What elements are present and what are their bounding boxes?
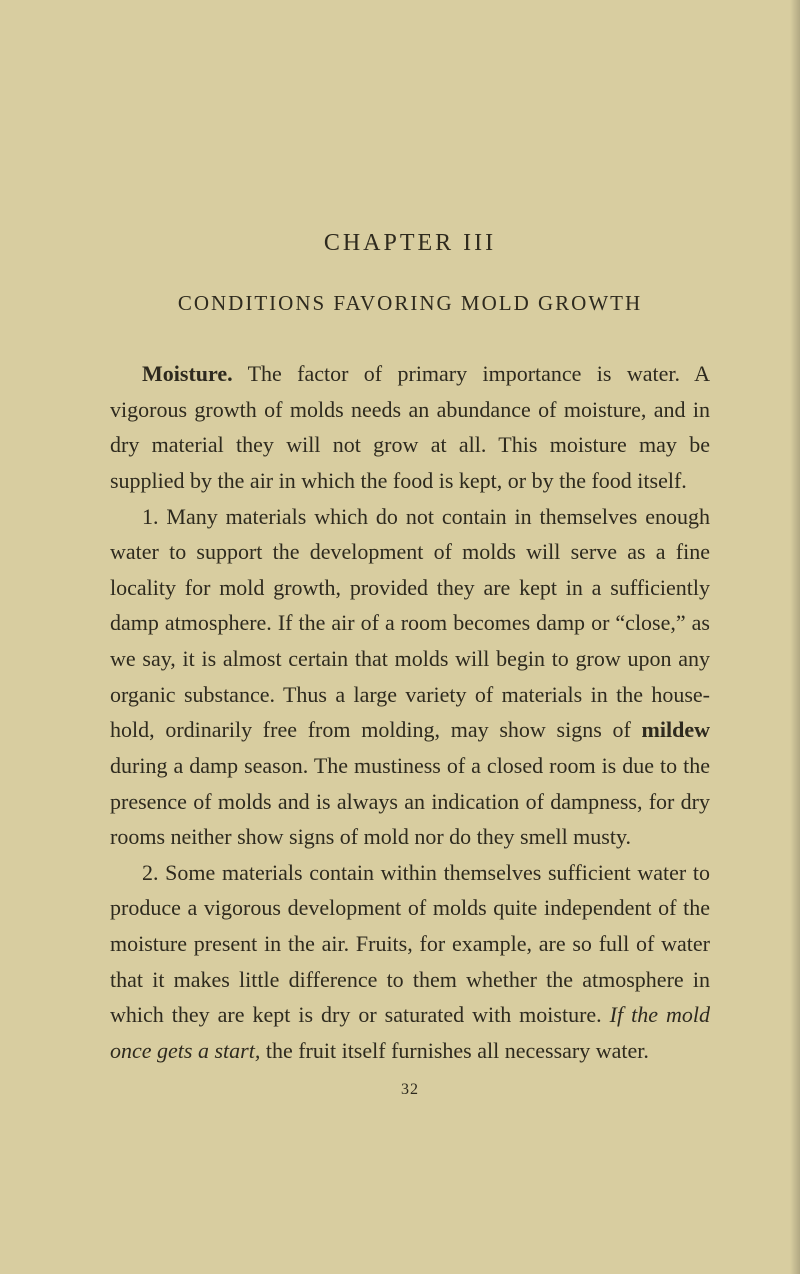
paragraph-item-2: 2. Some materials contain within themsel… [110, 855, 710, 1069]
chapter-heading: CHAPTER III [110, 230, 710, 257]
paragraph-item-1: 1. Many materials which do not contain i… [110, 499, 710, 855]
paragraph-2-after: during a damp season. The mustiness of a… [110, 753, 710, 849]
paragraph-moisture: Moisture. The factor of primary importan… [110, 356, 710, 499]
book-page: CHAPTER III CONDITIONS FAVORING MOLD GRO… [0, 0, 800, 1274]
paragraph-2-before: 1. Many materials which do not contain i… [110, 504, 710, 743]
page-right-shadow [790, 0, 800, 1274]
page-number: 32 [110, 1081, 710, 1099]
run-in-heading-moisture: Moisture. [142, 361, 233, 386]
paragraph-3-after: the fruit itself furnishes all necessary… [260, 1038, 649, 1063]
body-text: Moisture. The factor of primary importan… [110, 356, 710, 1069]
chapter-subtitle: CONDITIONS FAVORING MOLD GROWTH [110, 291, 710, 316]
term-mildew: mildew [642, 717, 710, 742]
